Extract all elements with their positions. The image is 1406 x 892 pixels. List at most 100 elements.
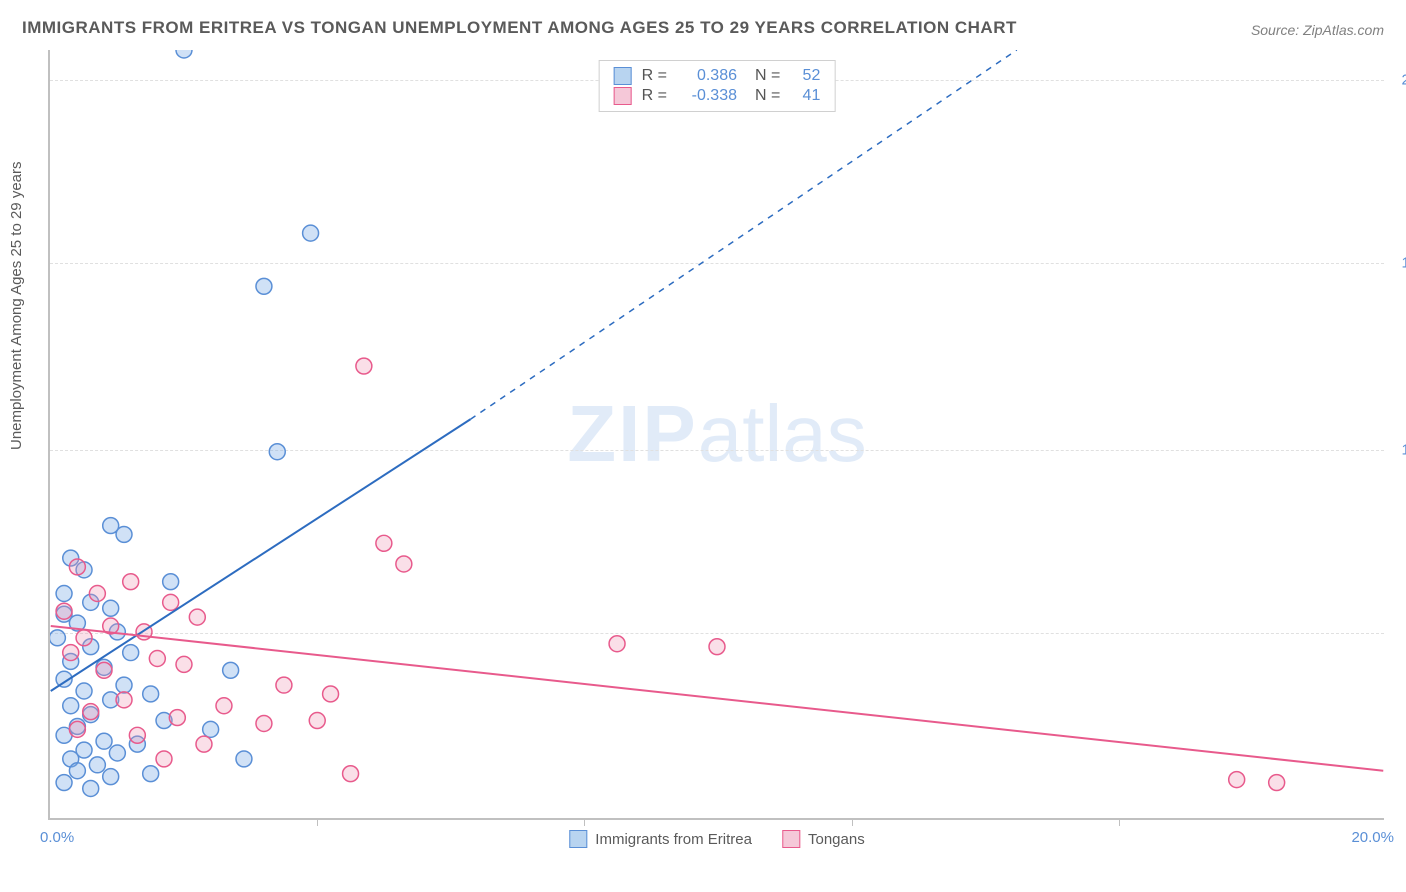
y-tick-label: 6.3% xyxy=(1389,625,1406,642)
scatter-point xyxy=(83,594,99,610)
swatch-series-1 xyxy=(614,87,632,105)
scatter-point xyxy=(123,574,139,590)
stats-row-0: R = 0.386 N = 52 xyxy=(614,67,821,85)
scatter-point xyxy=(176,656,192,672)
scatter-point xyxy=(136,624,152,640)
scatter-point xyxy=(69,615,85,631)
scatter-point xyxy=(103,518,119,534)
scatter-point xyxy=(396,556,412,572)
scatter-point xyxy=(356,358,372,374)
scatter-point xyxy=(50,630,65,646)
scatter-point xyxy=(176,50,192,58)
trend-line-1 xyxy=(51,626,1384,771)
scatter-point xyxy=(143,766,159,782)
scatter-point xyxy=(63,698,79,714)
scatter-point xyxy=(129,727,145,743)
plot-area: ZIPatlas 6.3%12.5%18.8%25.0% 0.0% 20.0% … xyxy=(48,50,1384,820)
scatter-point xyxy=(163,594,179,610)
scatter-point xyxy=(256,715,272,731)
scatter-point xyxy=(96,733,112,749)
scatter-point xyxy=(236,751,252,767)
scatter-point xyxy=(103,618,119,634)
scatter-point xyxy=(103,692,119,708)
scatter-point xyxy=(1229,772,1245,788)
scatter-point xyxy=(109,624,125,640)
scatter-point xyxy=(56,727,72,743)
scatter-point xyxy=(76,683,92,699)
scatter-point xyxy=(709,639,725,655)
scatter-point xyxy=(96,659,112,675)
scatter-point xyxy=(163,574,179,590)
scatter-point xyxy=(323,686,339,702)
swatch-series-0 xyxy=(614,67,632,85)
scatter-point xyxy=(69,718,85,734)
scatter-point xyxy=(76,630,92,646)
scatter-point xyxy=(89,757,105,773)
scatter-point xyxy=(56,603,72,619)
scatter-point xyxy=(83,780,99,796)
scatter-point xyxy=(276,677,292,693)
watermark: ZIPatlas xyxy=(567,388,866,480)
trend-line-0 xyxy=(51,419,471,691)
scatter-point xyxy=(63,653,79,669)
scatter-point xyxy=(63,550,79,566)
scatter-point xyxy=(169,710,185,726)
legend-label-0: Immigrants from Eritrea xyxy=(595,831,752,848)
y-tick-label: 18.8% xyxy=(1389,255,1406,272)
x-axis-min-label: 0.0% xyxy=(40,829,74,846)
scatter-point xyxy=(76,562,92,578)
scatter-point xyxy=(69,559,85,575)
scatter-point xyxy=(69,763,85,779)
scatter-point xyxy=(256,278,272,294)
scatter-point xyxy=(303,225,319,241)
scatter-point xyxy=(56,586,72,602)
watermark-rest: atlas xyxy=(698,389,867,478)
scatter-point xyxy=(76,742,92,758)
scatter-point xyxy=(343,766,359,782)
scatter-point xyxy=(63,751,79,767)
scatter-point xyxy=(123,645,139,661)
scatter-point xyxy=(309,713,325,729)
scatter-point xyxy=(116,692,132,708)
legend-item-0: Immigrants from Eritrea xyxy=(569,830,752,848)
n-value-1: 41 xyxy=(790,87,820,105)
scatter-point xyxy=(96,662,112,678)
y-axis-label: Unemployment Among Ages 25 to 29 years xyxy=(8,161,25,450)
scatter-point xyxy=(269,444,285,460)
n-value-0: 52 xyxy=(790,67,820,85)
scatter-point xyxy=(129,736,145,752)
r-value-0: 0.386 xyxy=(677,67,737,85)
stats-row-1: R = -0.338 N = 41 xyxy=(614,87,821,105)
scatter-point xyxy=(223,662,239,678)
chart-svg xyxy=(50,50,1384,818)
scatter-point xyxy=(56,606,72,622)
scatter-point xyxy=(156,751,172,767)
scatter-point xyxy=(216,698,232,714)
scatter-point xyxy=(143,686,159,702)
scatter-point xyxy=(56,775,72,791)
chart-title: IMMIGRANTS FROM ERITREA VS TONGAN UNEMPL… xyxy=(22,18,1017,38)
legend-item-1: Tongans xyxy=(782,830,865,848)
y-tick-label: 12.5% xyxy=(1389,441,1406,458)
scatter-point xyxy=(103,600,119,616)
legend-swatch-0 xyxy=(569,830,587,848)
r-value-1: -0.338 xyxy=(677,87,737,105)
scatter-point xyxy=(83,707,99,723)
scatter-point xyxy=(116,677,132,693)
watermark-bold: ZIP xyxy=(567,389,697,478)
scatter-point xyxy=(56,671,72,687)
scatter-point xyxy=(109,745,125,761)
scatter-point xyxy=(69,721,85,737)
scatter-point xyxy=(1269,775,1285,791)
scatter-point xyxy=(376,535,392,551)
x-axis-max-label: 20.0% xyxy=(1351,829,1394,846)
n-label: N = xyxy=(755,87,780,105)
y-tick-label: 25.0% xyxy=(1389,71,1406,88)
scatter-point xyxy=(149,651,165,667)
scatter-point xyxy=(103,769,119,785)
legend-label-1: Tongans xyxy=(808,831,865,848)
source-label: Source: ZipAtlas.com xyxy=(1251,22,1384,38)
legend-swatch-1 xyxy=(782,830,800,848)
scatter-point xyxy=(196,736,212,752)
scatter-point xyxy=(83,639,99,655)
